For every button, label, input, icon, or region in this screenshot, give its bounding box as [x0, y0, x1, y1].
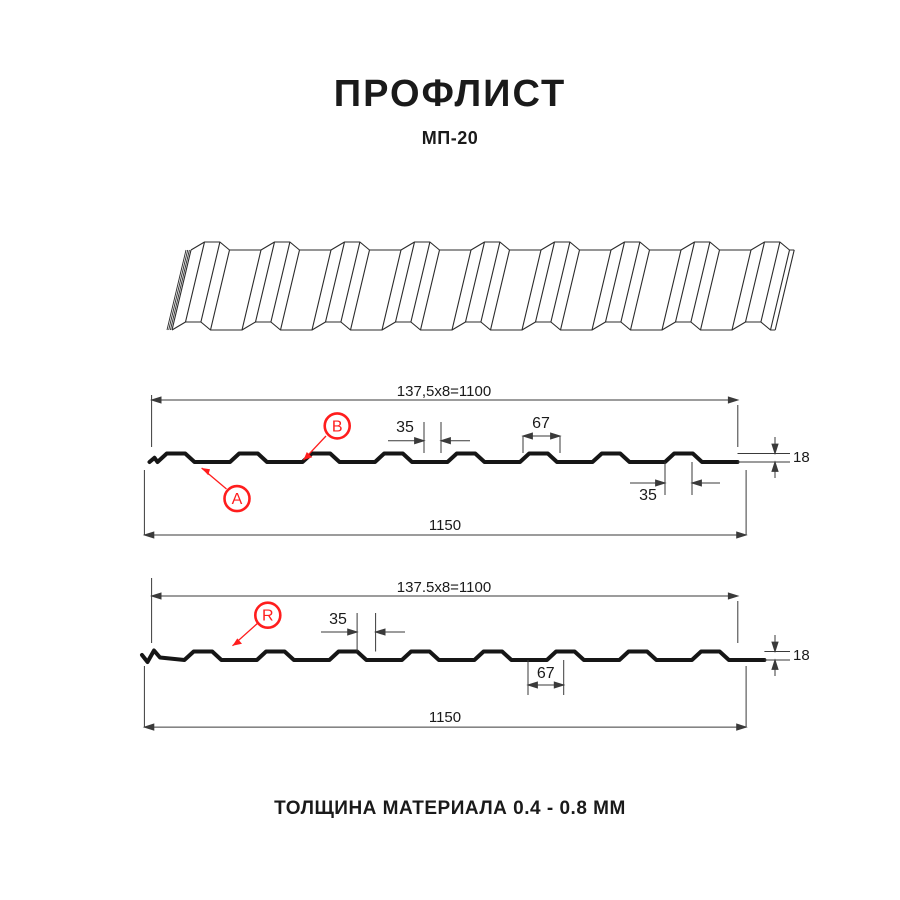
- svg-text:18: 18: [793, 647, 810, 664]
- svg-text:1150: 1150: [429, 709, 461, 726]
- svg-text:R: R: [262, 608, 274, 625]
- svg-text:137.5x8=1100: 137.5x8=1100: [397, 579, 491, 596]
- svg-text:67: 67: [537, 665, 555, 682]
- svg-text:35: 35: [329, 611, 347, 628]
